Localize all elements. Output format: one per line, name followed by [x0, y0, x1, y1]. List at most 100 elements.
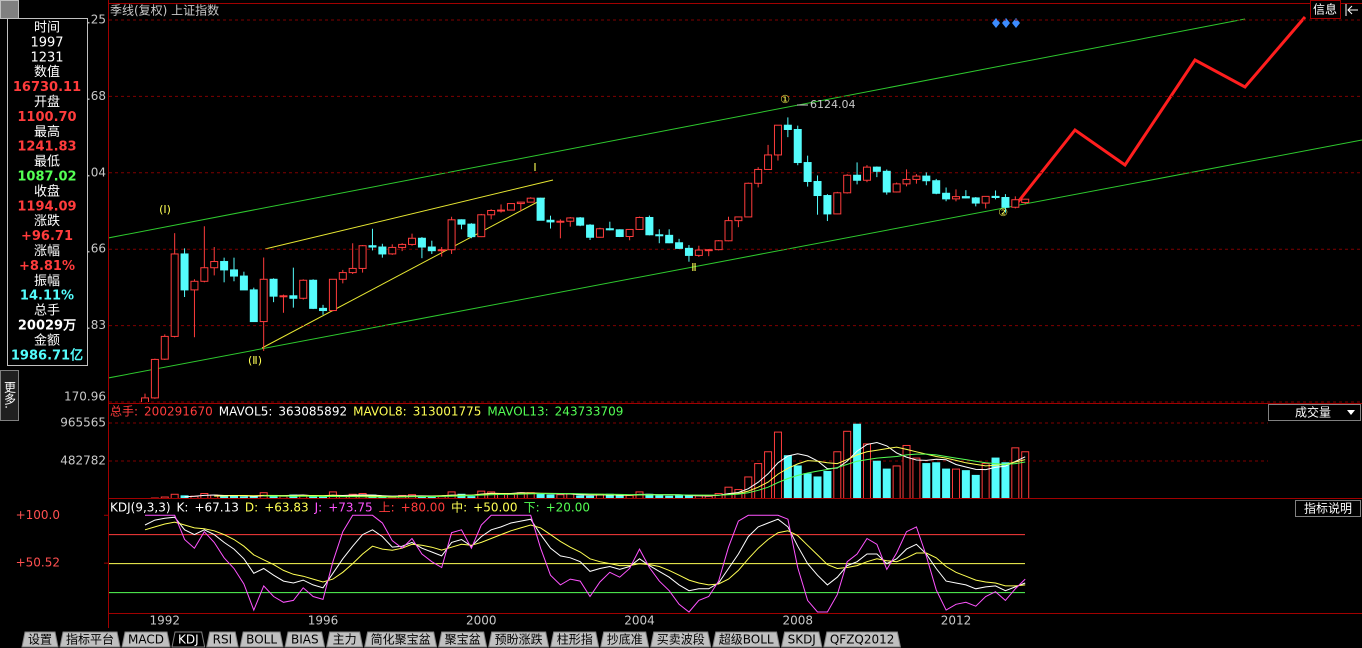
tab[interactable]	[780, 631, 823, 648]
volume-bar	[744, 476, 753, 498]
selector[interactable]: 成交量	[1268, 404, 1361, 421]
tab-label[interactable]: 聚宝盆	[445, 633, 481, 647]
more-button-label[interactable]: 更多.	[3, 381, 17, 409]
info-text: 振幅	[34, 274, 60, 289]
volume-bar	[615, 495, 624, 498]
tab-label[interactable]: KDJ	[178, 633, 199, 647]
volume-bar	[319, 496, 328, 498]
tab-label[interactable]: 抄底准	[607, 632, 643, 647]
x-tick-label: 2008	[782, 614, 813, 628]
tab-label[interactable]: 指标平台	[66, 632, 114, 647]
panel-icon	[0, 0, 19, 19]
candle-body	[319, 307, 328, 312]
tab-label[interactable]: BOLL	[246, 633, 277, 647]
candle-body	[843, 174, 852, 194]
tab[interactable]	[206, 631, 239, 648]
button-frame[interactable]	[1295, 500, 1361, 517]
volume-bar	[239, 496, 248, 498]
candle-body	[586, 224, 595, 238]
tab-label[interactable]: 设置	[28, 633, 52, 647]
candle-body	[497, 209, 506, 212]
info-text: 1986.71亿	[11, 347, 83, 363]
y-tick-label: +50.52	[16, 556, 60, 570]
tab-label[interactable]: QFZQ2012	[830, 633, 895, 647]
candle-body	[981, 195, 990, 204]
tab[interactable]	[121, 631, 171, 648]
tab[interactable]	[650, 631, 712, 648]
candle-body	[546, 219, 555, 223]
legend-text: MAVOL5:	[219, 405, 273, 419]
tab[interactable]	[550, 631, 600, 648]
volume-bar	[665, 495, 674, 498]
candle-body	[309, 279, 318, 309]
tab[interactable]	[438, 631, 488, 648]
candle-body	[408, 237, 417, 245]
tab[interactable]	[239, 631, 284, 648]
tab[interactable]	[488, 631, 550, 648]
info-button[interactable]: 信息	[1310, 0, 1359, 19]
volume-bar	[1001, 462, 1010, 498]
y-tick-label: 482782	[60, 454, 106, 468]
candle-body	[388, 246, 397, 255]
candle-body	[922, 175, 931, 182]
candle-body	[675, 242, 684, 249]
x-tick-label: 2000	[466, 614, 497, 628]
dropdown-arrow[interactable]	[1347, 410, 1355, 415]
candle-body	[833, 192, 842, 215]
button-label[interactable]: 指标说明	[1304, 501, 1352, 516]
tab-label[interactable]: 预盼涨跌	[495, 632, 543, 647]
tab-label[interactable]: 柱形指	[557, 632, 593, 647]
tab[interactable]	[284, 631, 326, 648]
tab[interactable]	[171, 631, 206, 648]
tab[interactable]	[326, 631, 364, 648]
candle-body	[704, 249, 713, 252]
info-panel: 时间19971231数值16730.11开盘1100.70最高1241.83最低…	[0, 0, 88, 366]
channel-line	[109, 18, 1246, 239]
info-button-label[interactable]: 信息	[1313, 2, 1337, 17]
legend-text: 363085892	[278, 405, 347, 419]
candle-body	[615, 229, 624, 237]
tab-label[interactable]: RSI	[213, 633, 233, 647]
volume-bar	[932, 462, 941, 498]
diamond	[1002, 18, 1010, 28]
candle-body	[1001, 197, 1010, 208]
tab-label[interactable]: 简化聚宝盆	[371, 633, 431, 647]
annotation: ②	[998, 206, 1008, 219]
collapse-icon[interactable]	[1345, 4, 1358, 16]
candle-body	[882, 170, 891, 193]
tab[interactable]	[364, 631, 438, 648]
candle-body	[566, 217, 575, 222]
annotation: 6124.04	[810, 98, 856, 111]
dropdown-frame[interactable]	[1268, 404, 1361, 421]
tab-label[interactable]: 主力	[333, 633, 357, 647]
tab-label[interactable]: 买卖波段	[657, 632, 705, 647]
candle-body	[328, 278, 337, 312]
kdj-axis: +100.0 +50.52	[16, 508, 108, 570]
button-frame[interactable]	[1310, 0, 1341, 19]
button-frame[interactable]	[0, 370, 19, 421]
tab-label[interactable]: 超级BOLL	[719, 632, 774, 647]
drawing-tools	[109, 16, 1362, 379]
tab[interactable]	[59, 631, 121, 648]
trend-line	[264, 179, 554, 250]
candle-body	[971, 197, 980, 204]
tab[interactable]	[712, 631, 781, 648]
volume-bar	[160, 496, 169, 498]
tab-label[interactable]: SKDJ	[788, 633, 816, 647]
tab[interactable]	[600, 631, 650, 648]
series-line	[144, 516, 1026, 592]
tab-label[interactable]: MACD	[128, 633, 164, 647]
more-button[interactable]: 更多.	[0, 370, 19, 421]
tab[interactable]	[823, 631, 902, 648]
tab-label[interactable]: BIAS	[291, 633, 319, 647]
candle-body	[259, 278, 268, 323]
volume-bar	[803, 473, 812, 498]
candle-body	[447, 219, 456, 251]
dropdown-label[interactable]: 成交量	[1295, 405, 1331, 420]
tab[interactable]	[21, 631, 59, 648]
candle-body	[862, 166, 871, 181]
candle-body	[932, 180, 941, 194]
x-tick-label: 2012	[941, 614, 972, 628]
indicator-help[interactable]: 指标说明	[1295, 500, 1361, 517]
candle-body	[487, 209, 496, 216]
